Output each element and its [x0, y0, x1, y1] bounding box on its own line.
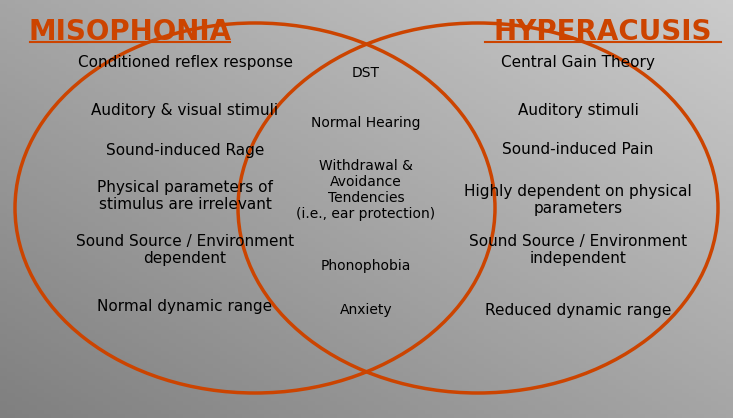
Text: Sound Source / Environment
dependent: Sound Source / Environment dependent: [76, 234, 294, 266]
Text: MISOPHONIA: MISOPHONIA: [29, 18, 232, 46]
Text: Withdrawal &
Avoidance
Tendencies
(i.e., ear protection): Withdrawal & Avoidance Tendencies (i.e.,…: [296, 159, 435, 221]
Text: Anxiety: Anxiety: [339, 303, 392, 317]
Text: Sound-induced Pain: Sound-induced Pain: [502, 143, 654, 158]
Text: Sound-induced Rage: Sound-induced Rage: [106, 143, 264, 158]
Text: Reduced dynamic range: Reduced dynamic range: [485, 303, 671, 318]
Text: DST: DST: [352, 66, 380, 80]
Text: Phonophobia: Phonophobia: [321, 259, 411, 273]
Text: Normal dynamic range: Normal dynamic range: [97, 298, 273, 314]
Text: Auditory & visual stimuli: Auditory & visual stimuli: [92, 102, 279, 117]
Text: Conditioned reflex response: Conditioned reflex response: [78, 56, 292, 71]
Text: Highly dependent on physical
parameters: Highly dependent on physical parameters: [464, 184, 692, 216]
Text: Normal Hearing: Normal Hearing: [312, 116, 421, 130]
Text: Auditory stimuli: Auditory stimuli: [517, 102, 638, 117]
Text: Sound Source / Environment
independent: Sound Source / Environment independent: [469, 234, 687, 266]
Text: Physical parameters of
stimulus are irrelevant: Physical parameters of stimulus are irre…: [97, 180, 273, 212]
Text: HYPERACUSIS: HYPERACUSIS: [494, 18, 712, 46]
Text: Central Gain Theory: Central Gain Theory: [501, 56, 655, 71]
